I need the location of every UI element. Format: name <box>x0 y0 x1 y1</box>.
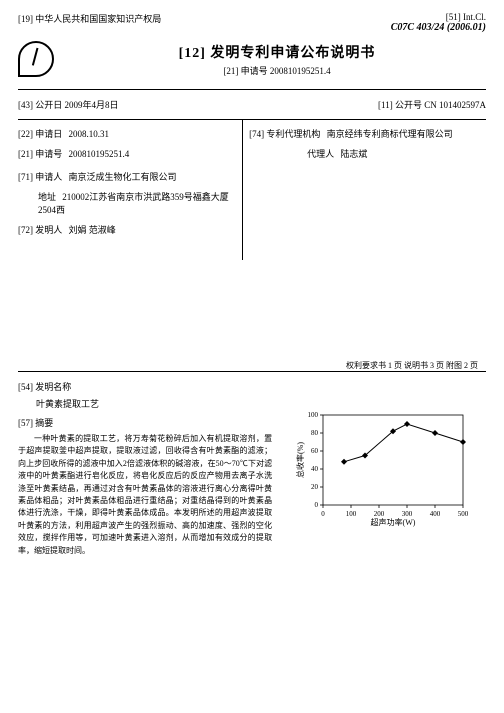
pub-num-label: 公开号 <box>395 100 422 110</box>
app-num-code: [21] <box>18 149 33 159</box>
svg-text:60: 60 <box>311 447 319 455</box>
invention-name-label: 发明名称 <box>35 382 71 392</box>
svg-text:100: 100 <box>308 411 319 419</box>
svg-text:100: 100 <box>346 510 357 518</box>
inventor-code: [72] <box>18 225 33 235</box>
yield-chart: 0 20 40 60 80 100 0 100 200 300 400 500 超声功率(W) 总收率(%… <box>295 407 471 529</box>
abstract-code: [57] <box>18 418 33 428</box>
inventor-label: 发明人 <box>35 225 62 235</box>
agency-label: 专利代理机构 <box>266 129 320 139</box>
agent-label: 代理人 <box>307 149 334 159</box>
title-prefix: [12] <box>179 46 206 61</box>
svg-text:300: 300 <box>402 510 413 518</box>
page-stats: 权利要求书 1 页 说明书 3 页 附图 2 页 <box>18 360 486 371</box>
app-num-label: 申请号 <box>35 149 62 159</box>
pub-date-label: 公开日 <box>35 100 62 110</box>
app-date-code: [22] <box>18 129 33 139</box>
app-date: 2008.10.31 <box>69 129 110 139</box>
agency-code: [74] <box>249 129 264 139</box>
pub-num: CN 101402597A <box>424 100 486 110</box>
app-date-label: 申请日 <box>35 129 62 139</box>
title-sub-text: 申请号 200810195251.4 <box>241 66 331 76</box>
header-left-text: 中华人民共和国国家知识产权局 <box>35 14 161 24</box>
applicant-label: 申请人 <box>35 172 62 182</box>
header-left-code: [19] <box>18 14 33 24</box>
abstract-text: 一种叶黄素的提取工艺，将万寿菊花粉碎后加入有机提取溶剂，置于超声提取釜中超声提取… <box>18 433 272 557</box>
svg-text:总收率(%): 总收率(%) <box>295 442 305 478</box>
app-num: 200810195251.4 <box>69 149 130 159</box>
pub-date: 2009年4月8日 <box>65 100 119 110</box>
address: 210002江苏省南京市洪武路359号福鑫大厦2504西 <box>38 192 229 216</box>
abstract-label: 摘要 <box>35 418 53 428</box>
title-sub-code: [21] <box>223 66 238 76</box>
svg-text:超声功率(W): 超声功率(W) <box>371 517 416 527</box>
classification: C07C 403/24 (2006.01) <box>391 22 486 33</box>
header-right-code: [51] <box>446 12 461 22</box>
svg-text:20: 20 <box>311 483 319 491</box>
pub-date-code: [43] <box>18 100 33 110</box>
svg-text:40: 40 <box>311 465 319 473</box>
svg-text:80: 80 <box>311 429 319 437</box>
agent: 陆志斌 <box>340 149 367 159</box>
svg-text:400: 400 <box>430 510 441 518</box>
svg-text:0: 0 <box>321 510 325 518</box>
invention-name-code: [54] <box>18 382 33 392</box>
inventor: 刘娟 范淑峰 <box>69 225 116 235</box>
sipo-logo <box>18 41 54 77</box>
applicant-code: [71] <box>18 172 33 182</box>
pub-num-code: [11] <box>378 100 393 110</box>
agency: 南京经纬专利商标代理有限公司 <box>327 129 453 139</box>
header-right-text: Int.Cl. <box>463 12 486 22</box>
invention-name: 叶黄素提取工艺 <box>18 397 272 410</box>
title-main: 发明专利申请公布说明书 <box>210 46 375 61</box>
address-label: 地址 <box>38 192 56 202</box>
svg-text:200: 200 <box>374 510 385 518</box>
applicant: 南京泛成生物化工有限公司 <box>69 172 177 182</box>
svg-text:500: 500 <box>458 510 469 518</box>
svg-text:0: 0 <box>315 501 319 509</box>
